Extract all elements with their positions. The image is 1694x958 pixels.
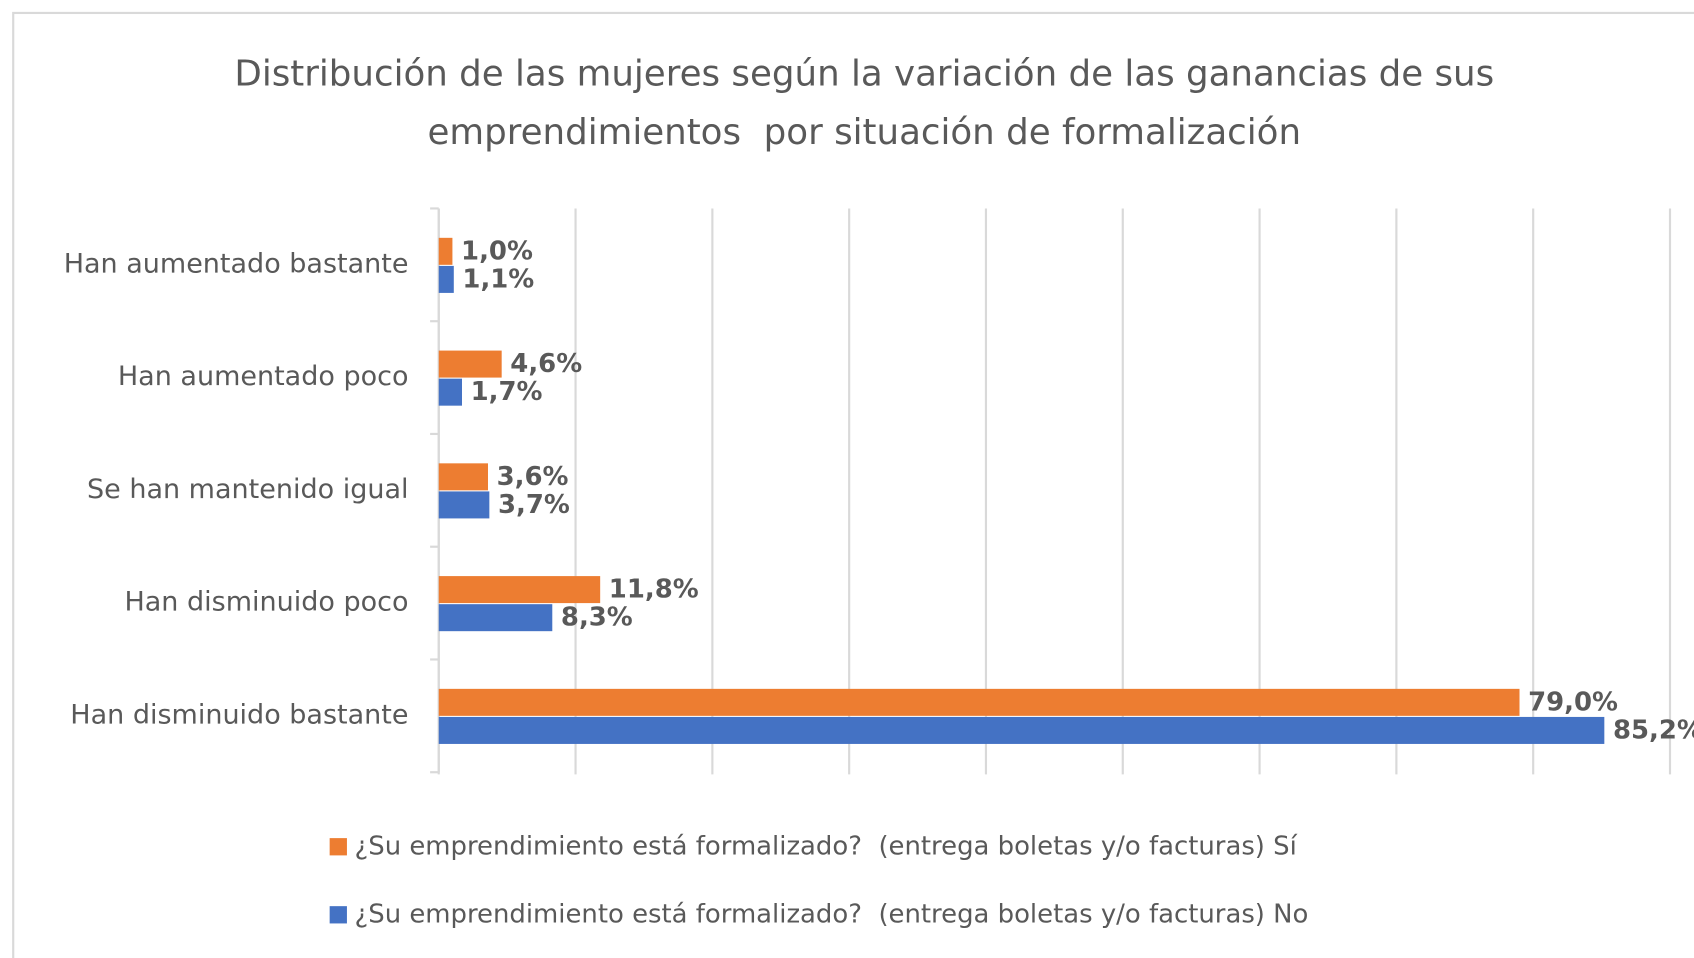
bar — [438, 378, 462, 406]
data-label: 8,3% — [561, 603, 633, 633]
bar — [438, 463, 488, 491]
data-label: 1,7% — [471, 377, 543, 407]
data-label: 85,2% — [1613, 715, 1694, 745]
legend-swatch — [329, 906, 347, 924]
bar — [438, 491, 490, 519]
bar — [438, 237, 453, 265]
data-label: 11,8% — [609, 575, 699, 605]
y-tick-label: Han disminuido poco — [124, 587, 408, 618]
y-tick-label: Han aumentado poco — [118, 361, 409, 392]
chart-title: Distribución de las mujeres según la var… — [234, 54, 1494, 95]
data-label: 1,0% — [461, 236, 533, 266]
data-label: 3,7% — [498, 490, 570, 520]
chart-title: emprendimientos por situación de formali… — [428, 112, 1302, 153]
legend-label: ¿Su emprendimiento está formalizado? (en… — [354, 831, 1297, 861]
bar — [438, 716, 1605, 744]
bar — [438, 688, 1520, 716]
bar — [438, 265, 454, 293]
data-label: 1,1% — [462, 264, 534, 294]
bar — [438, 576, 601, 604]
y-tick-label: Se han mantenido igual — [87, 474, 409, 505]
data-label: 79,0% — [1528, 687, 1618, 717]
y-tick-label: Han disminuido bastante — [70, 699, 408, 730]
legend-label: ¿Su emprendimiento está formalizado? (en… — [354, 899, 1308, 929]
legend-swatch — [329, 838, 347, 856]
chart-border — [12, 11, 1694, 958]
data-label: 4,6% — [510, 349, 582, 379]
data-label: 3,6% — [497, 462, 569, 492]
y-tick-label: Han aumentado bastante — [64, 248, 409, 279]
bar — [438, 350, 502, 378]
bar — [438, 604, 553, 632]
